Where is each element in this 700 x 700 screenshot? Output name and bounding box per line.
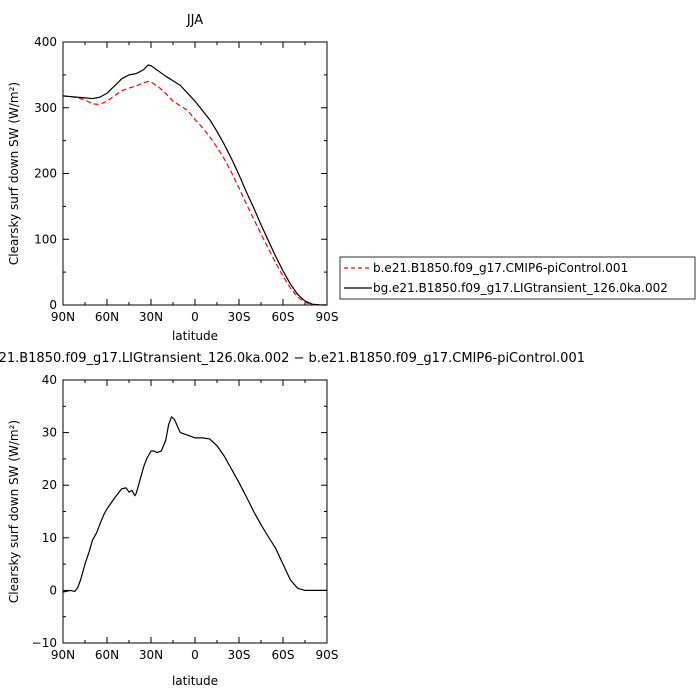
- bottom-x-tick-label: 60N: [95, 648, 119, 662]
- top-x-tick-label: 60S: [272, 310, 295, 324]
- top-x-axis-title: latitude: [172, 329, 218, 343]
- bottom-x-tick-label: 90S: [316, 648, 339, 662]
- top-panel: JJA 90N 60N 30N 0 30S 60S 90S 0 100 200 300 400 lat…: [7, 13, 338, 343]
- bottom-panel: bg.e21.B1850.f09_g17.LIGtransient_126.0k…: [0, 351, 585, 688]
- bottom-x-tick-label: 30S: [228, 648, 251, 662]
- top-y-tick-label: 400: [34, 35, 57, 49]
- top-y-axis-title: Clearsky surf down SW (W/m²): [7, 82, 21, 265]
- bottom-y-tick-label: −10: [32, 636, 57, 650]
- bottom-plot-title: bg.e21.B1850.f09_g17.LIGtransient_126.0k…: [0, 351, 585, 366]
- bottom-y-tick-label: 0: [49, 583, 57, 597]
- legend-label-control: b.e21.B1850.f09_g17.CMIP6-piControl.001: [373, 261, 628, 275]
- legend-label-transient: bg.e21.B1850.f09_g17.LIGtransient_126.0k…: [373, 281, 668, 295]
- bottom-x-tick-label: 60S: [272, 648, 295, 662]
- top-x-tick-label: 60N: [95, 310, 119, 324]
- top-series-line-0: [62, 80, 328, 306]
- top-series-line-1: [62, 64, 328, 306]
- bottom-y-tick-label: 30: [42, 426, 57, 440]
- top-x-tick-label: 90N: [51, 310, 75, 324]
- top-x-tick-label: 30N: [139, 310, 163, 324]
- bottom-y-tick-label: 10: [42, 531, 57, 545]
- bottom-y-axis-title: Clearsky surf down SW (W/m²): [7, 420, 21, 603]
- top-y-tick-label: 300: [34, 101, 57, 115]
- bottom-plot-frame: [62, 379, 328, 644]
- top-x-tick-label: 0: [191, 310, 199, 324]
- bottom-y-tick-label: 40: [42, 373, 57, 387]
- bottom-series-line-0: [62, 416, 327, 593]
- bottom-x-axis-title: latitude: [172, 674, 218, 688]
- top-y-tick-label: 0: [49, 298, 57, 312]
- legend: b.e21.B1850.f09_g17.CMIP6-piControl.001 …: [339, 256, 696, 300]
- bottom-x-tick-label: 30N: [139, 648, 163, 662]
- top-y-tick-label: 100: [34, 232, 57, 246]
- bottom-x-tick-label: 0: [191, 648, 199, 662]
- top-plot-frame: [62, 41, 328, 306]
- bottom-y-tick-label: 20: [42, 478, 57, 492]
- top-plot-title: JJA: [186, 13, 203, 28]
- top-y-tick-label: 200: [34, 167, 57, 181]
- top-x-tick-label: 30S: [228, 310, 251, 324]
- top-x-tick-label: 90S: [316, 310, 339, 324]
- bottom-x-tick-label: 90N: [51, 648, 75, 662]
- legend-box: [339, 256, 696, 300]
